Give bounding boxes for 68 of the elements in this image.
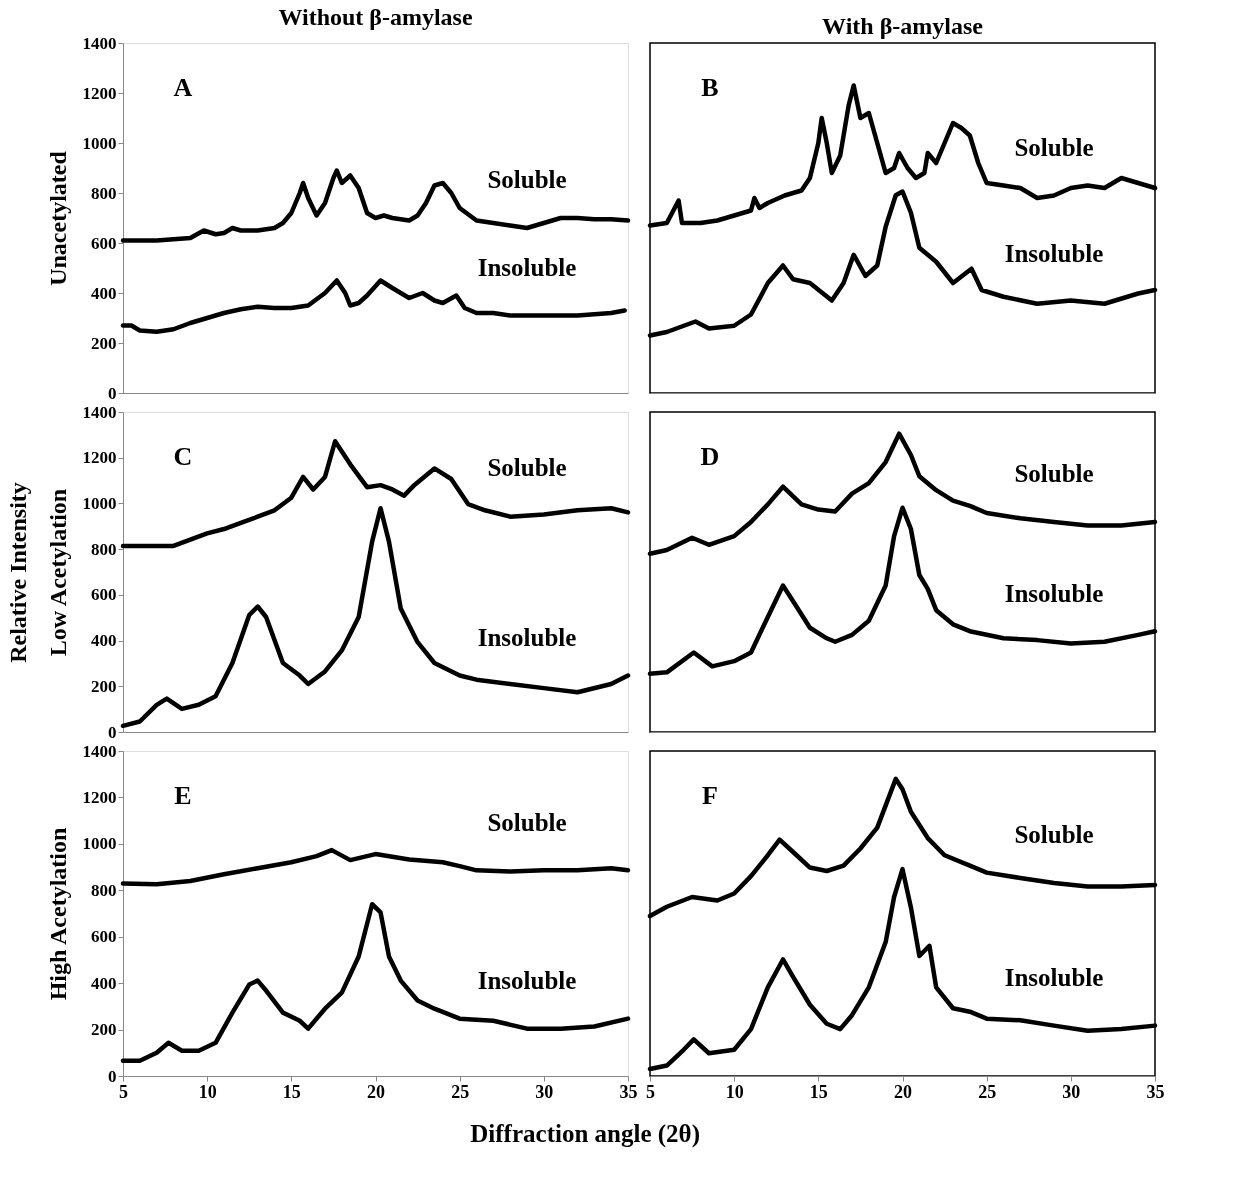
x-tick-label: 35: [619, 1081, 638, 1102]
chart-title: With β-amylase: [822, 13, 984, 39]
y-tick-label: 1200: [82, 787, 117, 807]
x-tick-label: 20: [367, 1081, 385, 1102]
series-label: Insoluble: [477, 966, 577, 994]
annotation: E: [174, 781, 192, 810]
y-tick-label: 400: [91, 973, 117, 993]
series-label: Soluble: [1014, 821, 1094, 849]
y-tick-label: 800: [91, 880, 117, 900]
y-tick-label: 200: [91, 676, 117, 696]
chart-title: Without β-amylase: [278, 4, 473, 30]
y-tick-label: 1200: [82, 448, 117, 468]
y-axis-title: Relative Intensity Low Acetylation: [4, 482, 71, 663]
y-tick-label: 0: [108, 383, 117, 403]
line-series: [120, 505, 631, 729]
x-tick-label: 20: [894, 1081, 912, 1102]
y-tick-label: 800: [91, 183, 117, 203]
y-tick-label: 0: [108, 722, 117, 742]
y-tick-label: 1400: [82, 402, 117, 422]
annotation: C: [173, 442, 193, 471]
x-tick-label: 5: [646, 1081, 655, 1102]
x-tick-label: 5: [119, 1081, 128, 1102]
x-tick-label: 10: [725, 1081, 744, 1102]
x-tick-label: 30: [535, 1081, 554, 1102]
y-axis-title: Unacetylated: [44, 150, 71, 286]
y-tick-label: 600: [91, 927, 117, 947]
series-label: Insoluble: [477, 253, 577, 281]
y-tick-label: 200: [91, 1020, 117, 1040]
x-tick-label: 35: [1146, 1081, 1165, 1102]
y-tick-label: 400: [91, 631, 117, 651]
y-tick-label: 200: [91, 333, 117, 353]
y-tick-label: 1200: [82, 83, 117, 103]
y-tick-label: 1000: [82, 493, 117, 513]
x-axis-title: Diffraction angle (2θ): [470, 1119, 700, 1148]
y-tick-label: 1400: [82, 741, 117, 761]
x-tick-label: 10: [198, 1081, 217, 1102]
y-tick-label: 400: [91, 283, 117, 303]
line-series: [120, 278, 627, 334]
line-series: [120, 847, 631, 887]
series-label: Insoluble: [1004, 579, 1104, 607]
series-label: Soluble: [487, 166, 567, 193]
series-label: Insoluble: [1004, 240, 1104, 268]
line-series: [120, 439, 631, 549]
series-label: Insoluble: [477, 624, 577, 652]
y-tick-label: 1000: [82, 133, 117, 153]
series-label: Soluble: [487, 453, 567, 481]
y-tick-label: 1400: [82, 33, 117, 53]
x-tick-label: 25: [978, 1081, 997, 1102]
x-tick-label: 25: [451, 1081, 470, 1102]
y-tick-label: 0: [108, 1066, 117, 1086]
x-tick-label: 15: [282, 1081, 301, 1102]
y-tick-label: 1000: [82, 834, 117, 854]
annotation: B: [701, 73, 719, 102]
annotation: F: [702, 781, 718, 810]
y-tick-label: 600: [91, 233, 117, 253]
annotation: A: [173, 73, 193, 102]
x-tick-label: 15: [809, 1081, 828, 1102]
series-label: Soluble: [1014, 459, 1094, 487]
series-label: Soluble: [1014, 133, 1094, 161]
annotation: D: [700, 442, 720, 471]
series-label: Insoluble: [1004, 963, 1104, 991]
series-label: Soluble: [487, 808, 567, 836]
y-axis-title: High Acetylation: [44, 827, 71, 1001]
line-series: [120, 901, 631, 1063]
x-tick-label: 30: [1062, 1081, 1081, 1102]
line-series: [120, 168, 631, 243]
y-tick-label: 800: [91, 539, 117, 559]
y-tick-label: 600: [91, 585, 117, 605]
